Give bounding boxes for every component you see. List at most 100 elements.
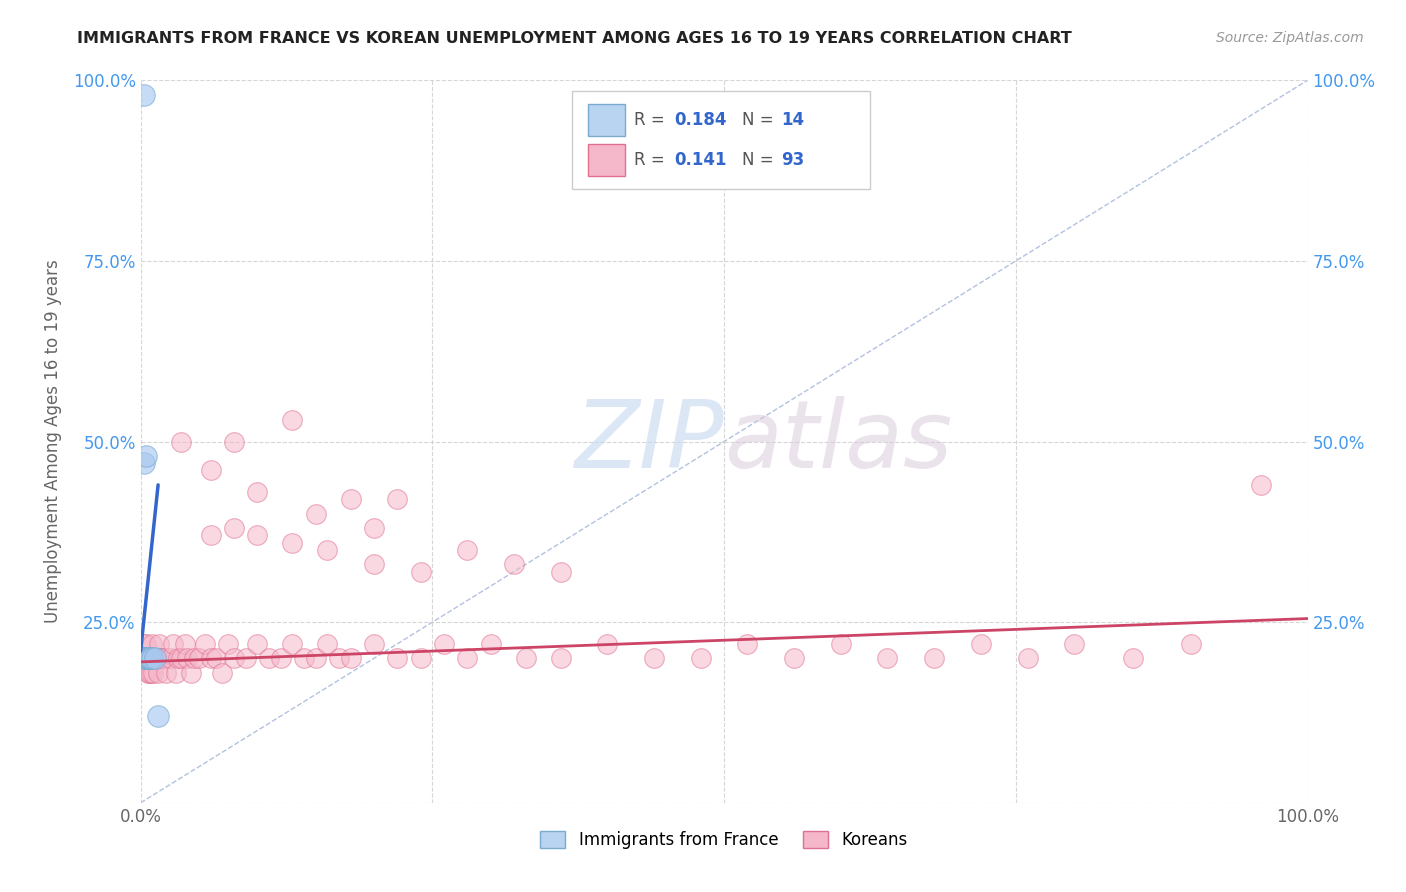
Point (281, 637, 304, 651)
Point (141, 651, 163, 665)
Point (409, 565, 432, 579)
Point (134, 651, 156, 665)
Point (180, 665, 202, 680)
Text: 93: 93 (782, 151, 804, 169)
Point (159, 651, 181, 665)
Point (292, 651, 315, 665)
Point (139, 651, 162, 665)
Point (138, 651, 160, 665)
Point (387, 492, 409, 507)
Point (211, 665, 233, 680)
Point (316, 542, 339, 557)
Point (162, 637, 184, 651)
Point (139, 665, 162, 680)
Point (1250, 478, 1272, 492)
Point (363, 521, 385, 535)
Point (737, 637, 759, 651)
Point (876, 651, 898, 665)
Point (550, 651, 572, 665)
FancyBboxPatch shape (572, 91, 870, 189)
Point (132, 637, 155, 651)
Point (165, 665, 187, 680)
Point (134, 651, 156, 665)
Point (1063, 637, 1085, 651)
Point (830, 637, 852, 651)
Point (922, 651, 945, 665)
Point (257, 651, 280, 665)
Point (1122, 651, 1144, 665)
Point (183, 651, 205, 665)
Point (503, 558, 526, 572)
Point (1017, 651, 1039, 665)
Point (174, 637, 197, 651)
Point (596, 637, 619, 651)
Point (328, 651, 350, 665)
Point (387, 651, 409, 665)
Text: N =: N = (741, 111, 779, 129)
Text: Source: ZipAtlas.com: Source: ZipAtlas.com (1216, 31, 1364, 45)
FancyBboxPatch shape (588, 144, 624, 176)
Point (550, 565, 572, 579)
Point (222, 434, 245, 449)
Point (143, 651, 166, 665)
Point (170, 651, 193, 665)
Point (689, 651, 711, 665)
Point (270, 651, 292, 665)
Point (970, 637, 993, 651)
Point (222, 651, 245, 665)
Point (146, 651, 169, 665)
Point (456, 651, 478, 665)
Point (135, 651, 157, 665)
Legend: Immigrants from France, Koreans: Immigrants from France, Koreans (534, 824, 914, 856)
Point (200, 651, 222, 665)
Point (200, 528, 222, 542)
Point (136, 651, 159, 665)
Point (479, 637, 502, 651)
Point (363, 637, 385, 651)
Point (146, 709, 169, 723)
Point (132, 651, 155, 665)
Point (643, 651, 665, 665)
Point (246, 637, 269, 651)
Point (194, 637, 217, 651)
Point (246, 528, 269, 542)
Point (188, 651, 211, 665)
Point (145, 651, 167, 665)
Point (142, 665, 165, 680)
Text: 14: 14 (782, 111, 804, 129)
Point (134, 651, 156, 665)
Point (281, 535, 304, 549)
Point (305, 507, 328, 521)
Point (235, 651, 257, 665)
Text: IMMIGRANTS FROM FRANCE VS KOREAN UNEMPLOYMENT AMONG AGES 16 TO 19 YEARS CORRELAT: IMMIGRANTS FROM FRANCE VS KOREAN UNEMPLO… (77, 31, 1073, 46)
Point (139, 651, 162, 665)
Point (132, 651, 155, 665)
Point (136, 651, 159, 665)
Point (409, 651, 432, 665)
Text: 0.141: 0.141 (673, 151, 727, 169)
Point (222, 521, 245, 535)
Point (149, 651, 172, 665)
Point (153, 651, 176, 665)
Point (339, 492, 361, 507)
Point (138, 665, 160, 680)
Point (136, 665, 159, 680)
Text: N =: N = (741, 151, 779, 169)
Point (339, 651, 361, 665)
Text: ZIP: ZIP (575, 396, 724, 487)
Point (167, 651, 190, 665)
Point (138, 651, 160, 665)
Point (150, 651, 173, 665)
Point (783, 651, 806, 665)
Point (135, 651, 157, 665)
Text: 0.184: 0.184 (673, 111, 727, 129)
Point (138, 651, 160, 665)
Point (135, 637, 157, 651)
Point (143, 651, 166, 665)
Point (135, 449, 157, 463)
Point (515, 651, 537, 665)
Point (433, 637, 456, 651)
Point (456, 542, 478, 557)
FancyBboxPatch shape (588, 104, 624, 136)
Point (146, 665, 169, 680)
